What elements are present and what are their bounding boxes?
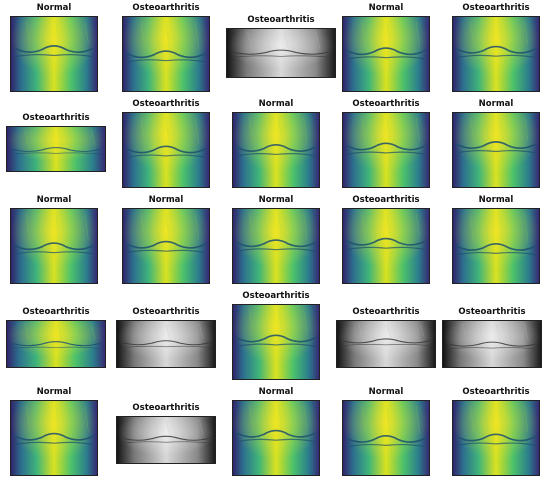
xray-tile: Osteoarthritis	[6, 307, 106, 368]
knee-xray-image	[122, 208, 210, 284]
knee-xray-image	[116, 320, 216, 368]
knee-xray-image	[342, 112, 430, 188]
xray-tile: Osteoarthritis	[452, 3, 540, 92]
tile-label: Osteoarthritis	[462, 3, 530, 13]
knee-xray-image	[442, 320, 542, 368]
knee-xray-image	[232, 400, 320, 476]
xray-tile: Normal	[232, 387, 320, 476]
knee-xray-image	[336, 320, 436, 368]
knee-xray-image	[122, 16, 210, 92]
xray-tile: Osteoarthritis	[116, 307, 216, 368]
xray-tile: Normal	[452, 195, 540, 284]
knee-xray-image	[232, 208, 320, 284]
xray-tile: Normal	[122, 195, 210, 284]
tile-label: Osteoarthritis	[132, 3, 200, 13]
tile-label: Normal	[368, 387, 404, 397]
xray-tile: Osteoarthritis	[452, 387, 540, 476]
knee-xray-image	[232, 304, 320, 380]
knee-xray-image	[342, 400, 430, 476]
tile-label: Osteoarthritis	[132, 99, 200, 109]
knee-xray-image	[226, 28, 336, 78]
xray-tile: Osteoarthritis	[342, 99, 430, 188]
knee-xray-image	[6, 126, 106, 172]
tile-label: Normal	[36, 387, 72, 397]
tile-label: Normal	[258, 195, 294, 205]
tile-label: Osteoarthritis	[352, 307, 420, 317]
xray-tile: Normal	[10, 195, 98, 284]
tile-label: Osteoarthritis	[22, 113, 90, 123]
tile-label: Osteoarthritis	[352, 195, 420, 205]
xray-tile: Normal	[452, 99, 540, 188]
tile-label: Normal	[478, 195, 514, 205]
knee-xray-image	[452, 112, 540, 188]
xray-tile: Osteoarthritis	[122, 99, 210, 188]
xray-tile: Normal	[232, 195, 320, 284]
tile-label: Osteoarthritis	[458, 307, 526, 317]
xray-tile: Osteoarthritis	[336, 307, 436, 368]
tile-label: Normal	[258, 387, 294, 397]
xray-tile: Osteoarthritis	[342, 195, 430, 284]
xray-tile: Osteoarthritis	[6, 113, 106, 172]
xray-tile: Osteoarthritis	[442, 307, 542, 368]
tile-label: Normal	[36, 3, 72, 13]
knee-xray-image	[10, 208, 98, 284]
xray-tile: Osteoarthritis	[226, 15, 336, 78]
tile-label: Normal	[258, 99, 294, 109]
tile-label: Osteoarthritis	[22, 307, 90, 317]
tile-label: Osteoarthritis	[132, 403, 200, 413]
xray-tile: Normal	[10, 387, 98, 476]
xray-tile: Normal	[342, 387, 430, 476]
tile-label: Normal	[368, 3, 404, 13]
knee-xray-image	[10, 400, 98, 476]
knee-xray-image	[452, 400, 540, 476]
knee-xray-image	[452, 16, 540, 92]
knee-xray-image	[6, 320, 106, 368]
xray-tile: Normal	[10, 3, 98, 92]
tile-label: Normal	[148, 195, 184, 205]
knee-xray-image	[342, 208, 430, 284]
tile-label: Osteoarthritis	[132, 307, 200, 317]
knee-xray-image	[10, 16, 98, 92]
xray-tile: Osteoarthritis	[116, 403, 216, 464]
tile-label: Osteoarthritis	[242, 291, 310, 301]
xray-tile: Osteoarthritis	[232, 291, 320, 380]
tile-label: Osteoarthritis	[247, 15, 315, 25]
xray-tile: Osteoarthritis	[122, 3, 210, 92]
xray-tile: Normal	[342, 3, 430, 92]
knee-xray-image	[116, 416, 216, 464]
tile-label: Osteoarthritis	[462, 387, 530, 397]
knee-xray-image	[232, 112, 320, 188]
knee-xray-image	[122, 112, 210, 188]
tile-label: Osteoarthritis	[352, 99, 420, 109]
tile-label: Normal	[478, 99, 514, 109]
tile-label: Normal	[36, 195, 72, 205]
xray-tile: Normal	[232, 99, 320, 188]
knee-xray-image	[452, 208, 540, 284]
knee-xray-image	[342, 16, 430, 92]
